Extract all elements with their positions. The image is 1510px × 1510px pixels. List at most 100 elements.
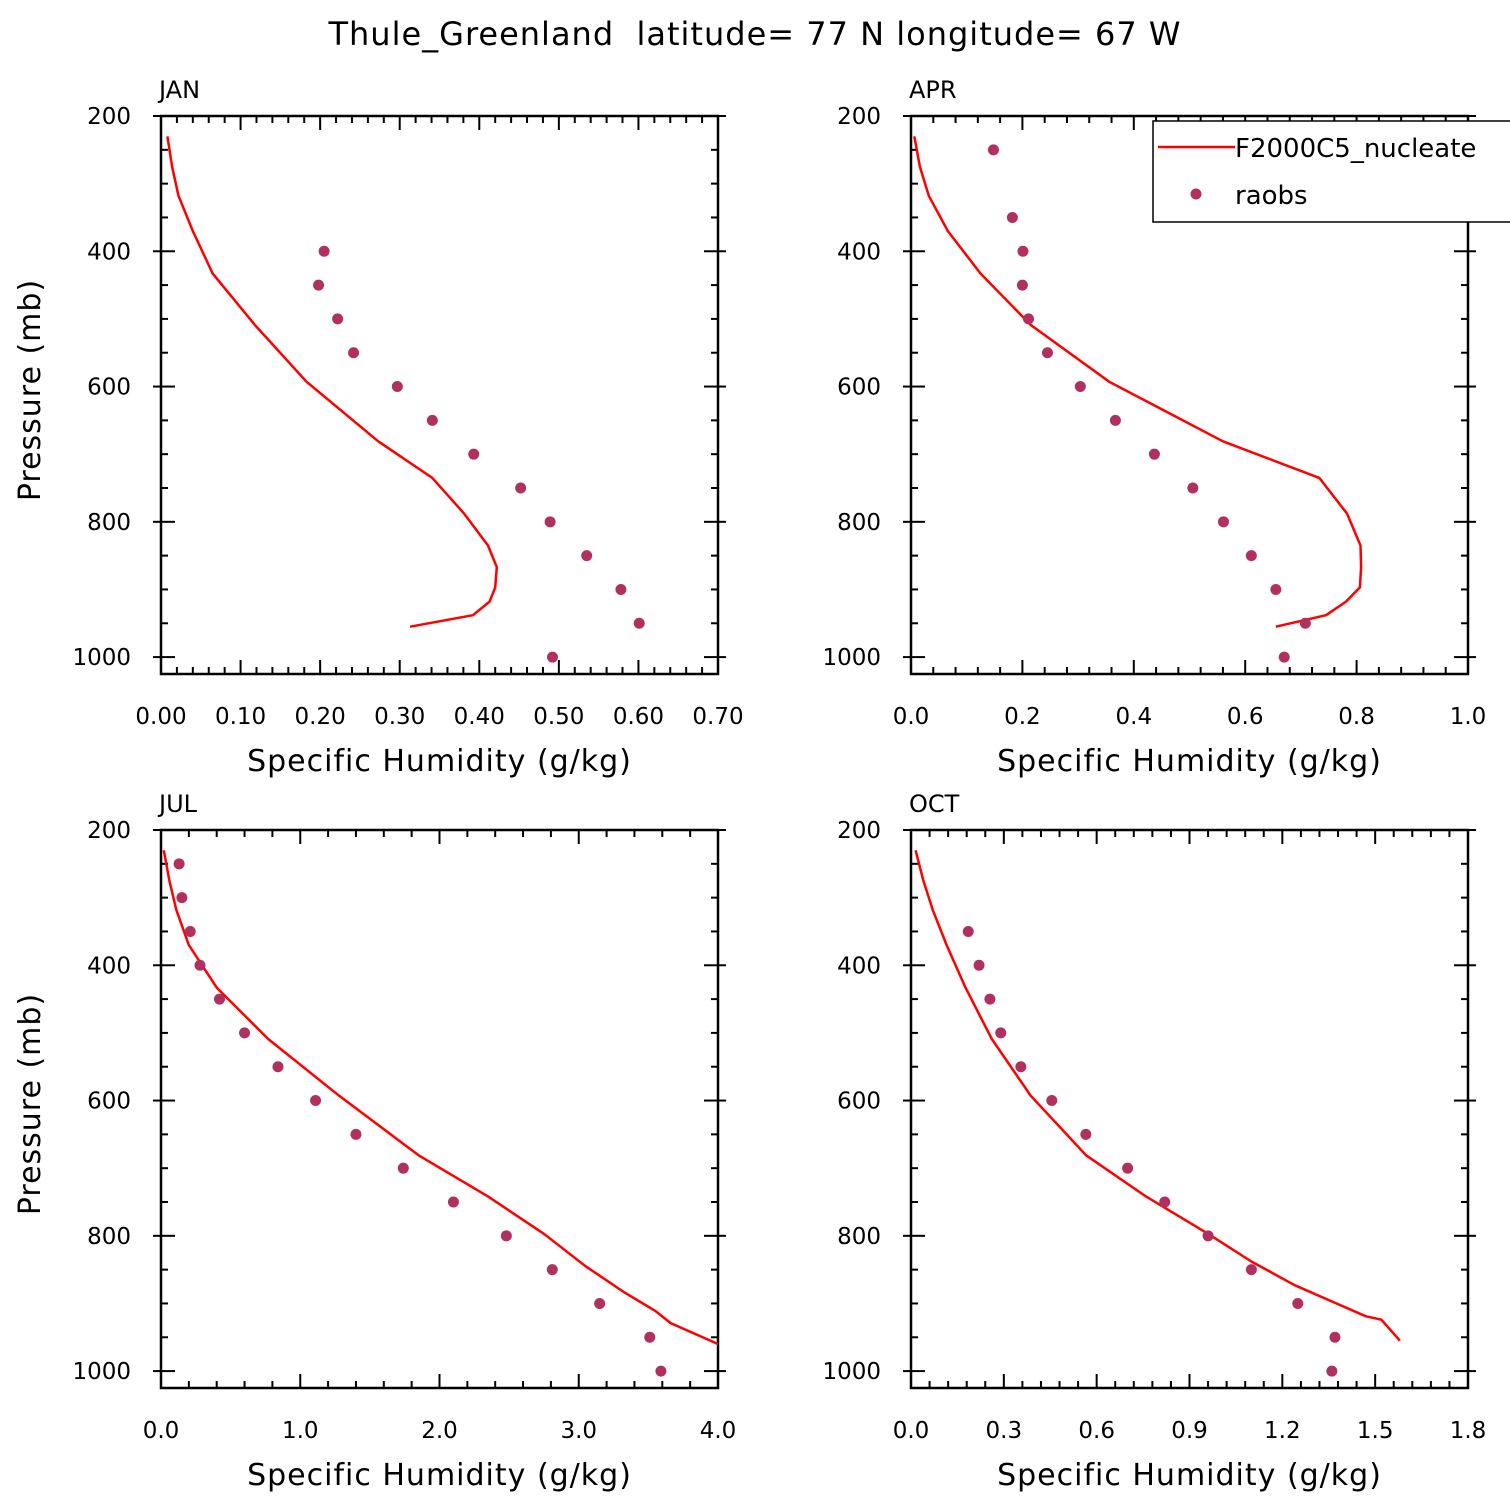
raobs-point <box>987 144 999 156</box>
raobs-point <box>984 993 996 1005</box>
panel-month-label: OCT <box>909 790 960 818</box>
raobs-point <box>350 1128 362 1140</box>
y-tick-label: 800 <box>837 1224 881 1250</box>
y-tick-label: 600 <box>87 1089 131 1115</box>
x-axis-label: Specific Humidity (g/kg) <box>997 1458 1382 1493</box>
raobs-point <box>644 1331 656 1343</box>
x-tick-label: 0.6 <box>1078 1418 1115 1444</box>
x-tick-label: 4.0 <box>700 1418 737 1444</box>
panel-month-label: APR <box>909 76 957 104</box>
raobs-point <box>1080 1128 1092 1140</box>
raobs-point <box>1006 211 1018 223</box>
panel-month-label: JUL <box>157 790 198 818</box>
raobs-point <box>1187 482 1199 494</box>
raobs-point <box>173 858 185 870</box>
raobs-point <box>194 959 206 971</box>
raobs-point <box>318 245 330 257</box>
y-tick-label: 1000 <box>822 1359 881 1385</box>
raobs-point <box>1109 414 1121 426</box>
raobs-point <box>615 583 627 595</box>
raobs-point <box>1329 1331 1341 1343</box>
raobs-point <box>313 279 325 291</box>
x-tick-label: 2.0 <box>421 1418 458 1444</box>
series-group <box>913 136 1363 663</box>
raobs-point <box>581 550 593 562</box>
raobs-point <box>1015 1061 1027 1073</box>
raobs-point <box>973 959 985 971</box>
y-axis-label: Pressure (mb) <box>13 279 48 501</box>
raobs-point <box>272 1061 284 1073</box>
x-axis-label: Specific Humidity (g/kg) <box>247 1458 632 1493</box>
x-tick-label: 0.00 <box>135 704 186 730</box>
x-tick-label: 0.60 <box>613 704 664 730</box>
raobs-point <box>500 1230 512 1242</box>
x-tick-label: 1.2 <box>1264 1418 1301 1444</box>
plot-frame <box>159 828 720 1390</box>
raobs-point <box>1202 1230 1214 1242</box>
x-tick-label: 0.2 <box>1004 704 1041 730</box>
raobs-point <box>546 651 558 663</box>
raobs-point <box>426 414 438 426</box>
y-tick-label: 400 <box>87 953 131 979</box>
raobs-point <box>1299 617 1311 629</box>
panel-jan: 0.00 0.10 0.20 0.30 0.40 0.50 0.60 0.70 200 400 60… <box>13 76 744 779</box>
y-tick-label: 1000 <box>72 645 131 671</box>
raobs-point <box>1270 583 1282 595</box>
raobs-point <box>1278 651 1290 663</box>
model-line <box>913 136 1363 628</box>
x-tick-label: 1.0 <box>1450 704 1487 730</box>
legend-dot-swatch <box>1190 188 1202 200</box>
y-tick-label: 600 <box>837 375 881 401</box>
raobs-point <box>546 1264 558 1276</box>
raobs-point <box>1245 1264 1257 1276</box>
x-tick-label: 1.8 <box>1450 1418 1487 1444</box>
y-tick-label: 600 <box>87 375 131 401</box>
raobs-point <box>468 448 480 460</box>
x-tick-label: 0.20 <box>295 704 346 730</box>
raobs-point <box>655 1365 667 1377</box>
raobs-point <box>213 993 225 1005</box>
x-tick-label: 1.0 <box>282 1418 319 1444</box>
x-tick-label: 0.3 <box>986 1418 1023 1444</box>
raobs-point <box>633 617 645 629</box>
raobs-point <box>1041 347 1053 359</box>
y-tick-label: 200 <box>87 104 131 130</box>
raobs-point <box>1046 1095 1058 1107</box>
x-axis-label: Specific Humidity (g/kg) <box>247 744 632 779</box>
model-line <box>162 850 718 1346</box>
figure-title: Thule_Greenland latitude= 77 N longitude… <box>327 15 1181 53</box>
y-tick-label: 200 <box>837 104 881 130</box>
x-tick-label: 0.4 <box>1116 704 1153 730</box>
panel-jul: 0.0 1.0 2.0 3.0 4.0 200 400 600 800 1000 Specific … <box>13 790 736 1493</box>
raobs-point <box>544 516 556 528</box>
x-axis-label: Specific Humidity (g/kg) <box>997 744 1382 779</box>
raobs-point <box>332 313 344 325</box>
x-tick-label: 0.6 <box>1227 704 1264 730</box>
raobs-point <box>348 347 360 359</box>
x-tick-label: 0.0 <box>143 1418 180 1444</box>
y-tick-label: 600 <box>837 1089 881 1115</box>
raobs-point <box>397 1162 409 1174</box>
x-tick-label: 0.30 <box>374 704 425 730</box>
y-tick-label: 200 <box>87 818 131 844</box>
plot-frame <box>909 828 1470 1390</box>
raobs-point <box>1217 516 1229 528</box>
x-tick-label: 1.5 <box>1357 1418 1394 1444</box>
raobs-point <box>1017 245 1029 257</box>
x-tick-label: 0.0 <box>893 704 930 730</box>
raobs-point <box>995 1027 1007 1039</box>
x-tick-label: 0.9 <box>1171 1418 1208 1444</box>
y-tick-label: 400 <box>837 239 881 265</box>
raobs-point <box>1148 448 1160 460</box>
y-tick-label: 800 <box>87 1224 131 1250</box>
raobs-point <box>176 892 188 904</box>
raobs-point <box>447 1196 459 1208</box>
model-line <box>914 849 1401 1342</box>
x-tick-label: 3.0 <box>560 1418 597 1444</box>
legend-box <box>1152 120 1510 223</box>
raobs-point <box>1023 313 1035 325</box>
x-tick-label: 0.10 <box>215 704 266 730</box>
raobs-point <box>391 381 403 393</box>
y-tick-label: 400 <box>87 239 131 265</box>
